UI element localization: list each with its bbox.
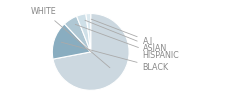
- Text: A.I.: A.I.: [91, 19, 155, 46]
- Wedge shape: [64, 16, 91, 52]
- Wedge shape: [53, 14, 129, 90]
- Wedge shape: [77, 14, 91, 52]
- Wedge shape: [86, 14, 91, 52]
- Text: ASIAN: ASIAN: [85, 20, 167, 53]
- Text: WHITE: WHITE: [31, 7, 110, 68]
- Text: BLACK: BLACK: [61, 42, 169, 72]
- Wedge shape: [52, 24, 91, 59]
- Text: HISPANIC: HISPANIC: [75, 24, 179, 60]
